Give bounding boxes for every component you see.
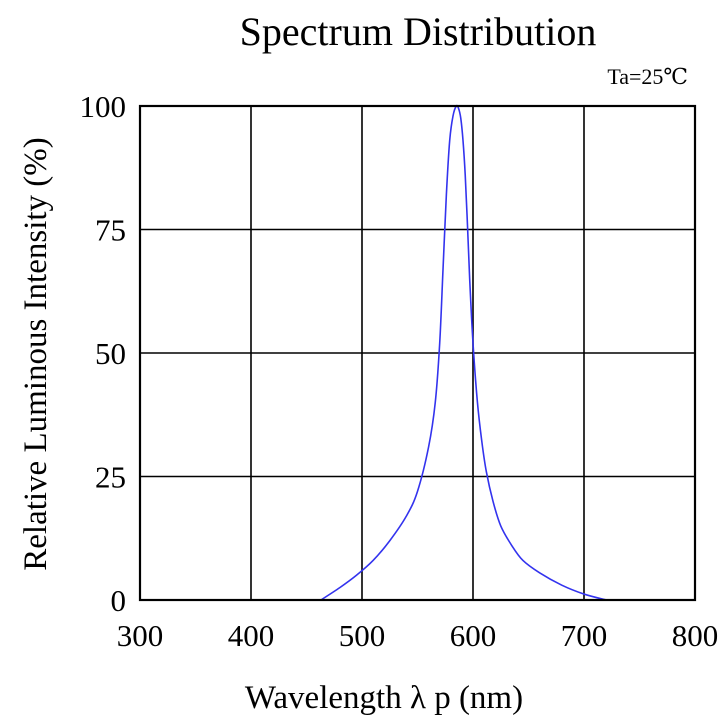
chart-title: Spectrum Distribution <box>240 9 597 54</box>
y-tick-label-50: 50 <box>95 336 126 371</box>
y-axis-title: Relative Luminous Intensity (%) <box>18 137 54 571</box>
y-tick-label-75: 75 <box>95 213 126 248</box>
x-tick-label-600: 600 <box>450 618 497 653</box>
plot-area <box>320 104 607 601</box>
x-axis-ticks: 300 400 500 600 700 800 <box>117 618 719 653</box>
y-tick-label-0: 0 <box>111 583 127 618</box>
temperature-note: Ta=25℃ <box>607 64 688 89</box>
x-tick-label-500: 500 <box>339 618 386 653</box>
x-tick-label-800: 800 <box>672 618 719 653</box>
spectrum-curve-0 <box>320 104 607 601</box>
plot-frame <box>138 104 697 602</box>
x-tick-label-700: 700 <box>561 618 608 653</box>
grid <box>139 105 696 601</box>
y-axis-ticks: 0 25 50 75 100 <box>80 89 127 618</box>
x-tick-label-300: 300 <box>117 618 164 653</box>
x-axis-title: Wavelength λ p (nm) <box>245 680 523 716</box>
y-tick-label-25: 25 <box>95 460 126 495</box>
y-tick-label-100: 100 <box>80 89 127 124</box>
x-tick-label-400: 400 <box>228 618 275 653</box>
